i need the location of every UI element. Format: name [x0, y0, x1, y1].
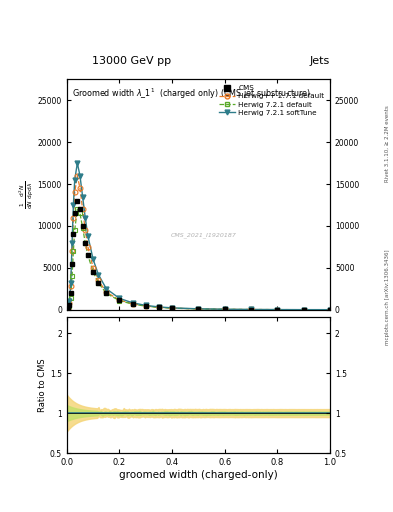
X-axis label: groomed width (charged-only): groomed width (charged-only) — [119, 470, 278, 480]
Text: Jets: Jets — [310, 55, 330, 66]
Legend: CMS, Herwig++ 2.7.1 default, Herwig 7.2.1 default, Herwig 7.2.1 softTune: CMS, Herwig++ 2.7.1 default, Herwig 7.2.… — [217, 83, 327, 118]
Y-axis label: $\frac{1}{\mathrm{d}N}\,\frac{\mathrm{d}^2N}{\mathrm{d}p\,\mathrm{d}\lambda}$: $\frac{1}{\mathrm{d}N}\,\frac{\mathrm{d}… — [17, 180, 35, 208]
Y-axis label: Ratio to CMS: Ratio to CMS — [38, 358, 47, 412]
Text: CMS_2021_I1920187: CMS_2021_I1920187 — [171, 232, 237, 238]
Text: Rivet 3.1.10, ≥ 2.2M events: Rivet 3.1.10, ≥ 2.2M events — [385, 105, 389, 182]
Text: 13000 GeV pp: 13000 GeV pp — [92, 55, 171, 66]
Text: Groomed width $\lambda\_1^1$  (charged only) (CMS jet substructure): Groomed width $\lambda\_1^1$ (charged on… — [72, 86, 311, 101]
Text: mcplots.cern.ch [arXiv:1306.3436]: mcplots.cern.ch [arXiv:1306.3436] — [385, 249, 389, 345]
